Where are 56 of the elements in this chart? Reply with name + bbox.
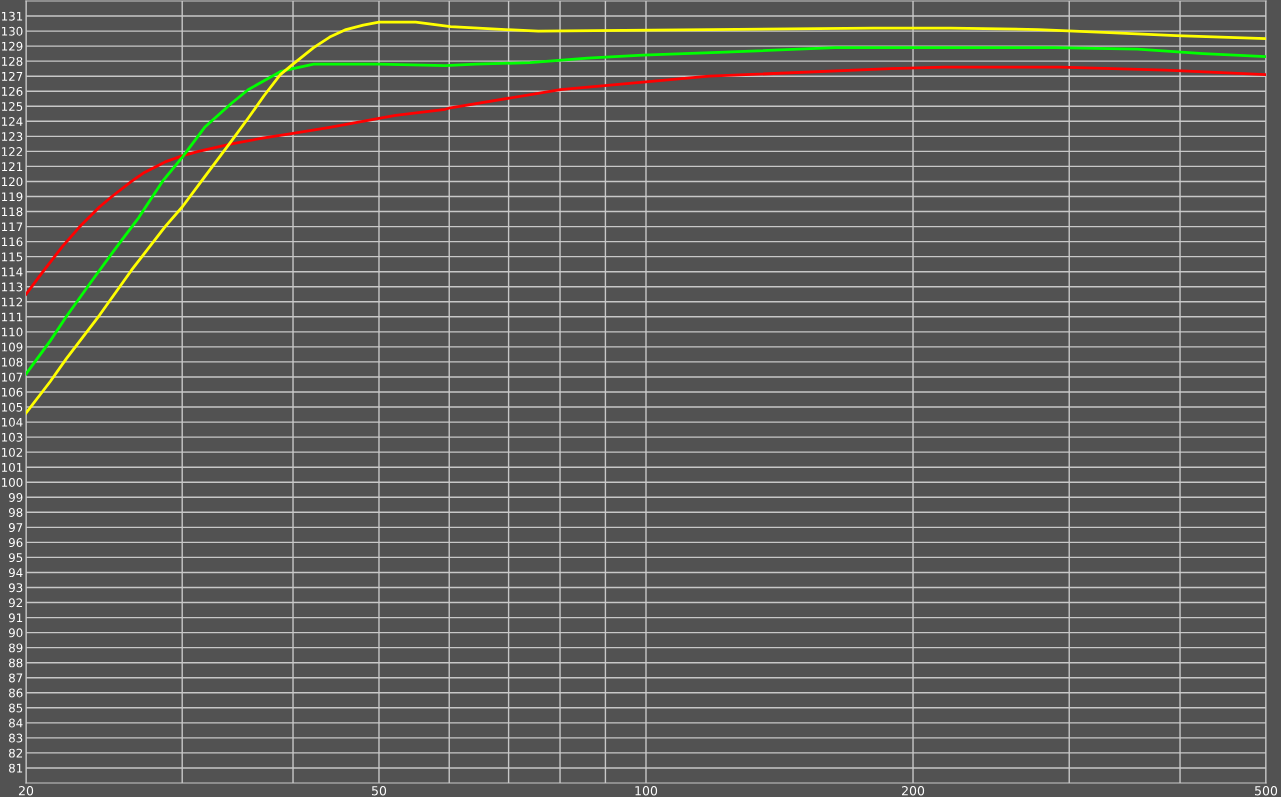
x-tick-label: 500 xyxy=(1255,786,1278,796)
y-tick-label: 130 xyxy=(1,26,23,36)
y-tick-label: 99 xyxy=(8,492,23,502)
y-tick-label: 126 xyxy=(1,86,23,96)
y-tick-label: 94 xyxy=(8,568,23,578)
y-tick-label: 98 xyxy=(8,508,23,517)
y-tick-label: 95 xyxy=(8,553,23,563)
y-tick-label: 118 xyxy=(1,207,23,217)
y-tick-label: 96 xyxy=(8,538,23,548)
y-tick-label: 114 xyxy=(1,267,23,277)
y-tick-label: 122 xyxy=(1,147,23,156)
y-tick-label: 107 xyxy=(1,372,23,382)
y-tick-label: 108 xyxy=(1,357,23,367)
y-tick-label: 97 xyxy=(8,523,23,532)
y-tick-label: 127 xyxy=(1,71,23,81)
y-tick-label: 115 xyxy=(1,252,23,262)
y-tick-label: 113 xyxy=(1,282,23,292)
y-tick-label: 117 xyxy=(1,222,23,232)
y-tick-label: 93 xyxy=(8,583,23,593)
y-tick-label: 119 xyxy=(1,192,23,202)
y-tick-label: 89 xyxy=(9,643,23,653)
y-tick-label: 101 xyxy=(1,462,23,472)
y-tick-label: 82 xyxy=(9,748,23,758)
x-tick-label: 200 xyxy=(902,786,925,796)
y-tick-label: 88 xyxy=(9,658,23,668)
y-tick-label: 102 xyxy=(1,447,23,457)
y-tick-label: 92 xyxy=(8,598,23,608)
y-tick-label: 128 xyxy=(1,56,23,66)
y-tick-label: 90 xyxy=(8,628,23,638)
y-tick-label: 116 xyxy=(1,237,23,247)
y-tick-label: 124 xyxy=(1,117,23,126)
y-tick-label: 123 xyxy=(1,132,23,141)
y-tick-label: 121 xyxy=(1,162,23,171)
y-tick-label: 112 xyxy=(1,297,23,307)
y-tick-label: 100 xyxy=(1,477,23,487)
x-tick-label: 100 xyxy=(635,786,658,796)
y-tick-label: 110 xyxy=(1,327,23,337)
y-tick-label: 125 xyxy=(1,101,23,111)
y-tick-label: 86 xyxy=(9,688,23,698)
x-tick-label: 50 xyxy=(371,786,387,796)
y-tick-label: 85 xyxy=(9,703,23,713)
y-tick-label: 87 xyxy=(9,673,23,683)
y-tick-label: 120 xyxy=(1,177,23,187)
y-tick-label: 105 xyxy=(1,402,23,412)
y-tick-label: 106 xyxy=(1,387,23,397)
y-tick-label: 83 xyxy=(9,733,23,743)
y-tick-label: 91 xyxy=(8,613,23,623)
y-tick-label: 111 xyxy=(1,312,23,322)
y-tick-label: 104 xyxy=(1,417,23,427)
y-tick-label: 129 xyxy=(1,41,23,51)
x-tick-label: 20 xyxy=(18,786,34,796)
y-tick-label: 103 xyxy=(1,432,23,442)
y-tick-label: 81 xyxy=(9,763,23,773)
y-tick-label: 109 xyxy=(1,342,23,352)
y-tick-label: 131 xyxy=(1,11,23,21)
y-tick-label: 84 xyxy=(9,718,23,728)
